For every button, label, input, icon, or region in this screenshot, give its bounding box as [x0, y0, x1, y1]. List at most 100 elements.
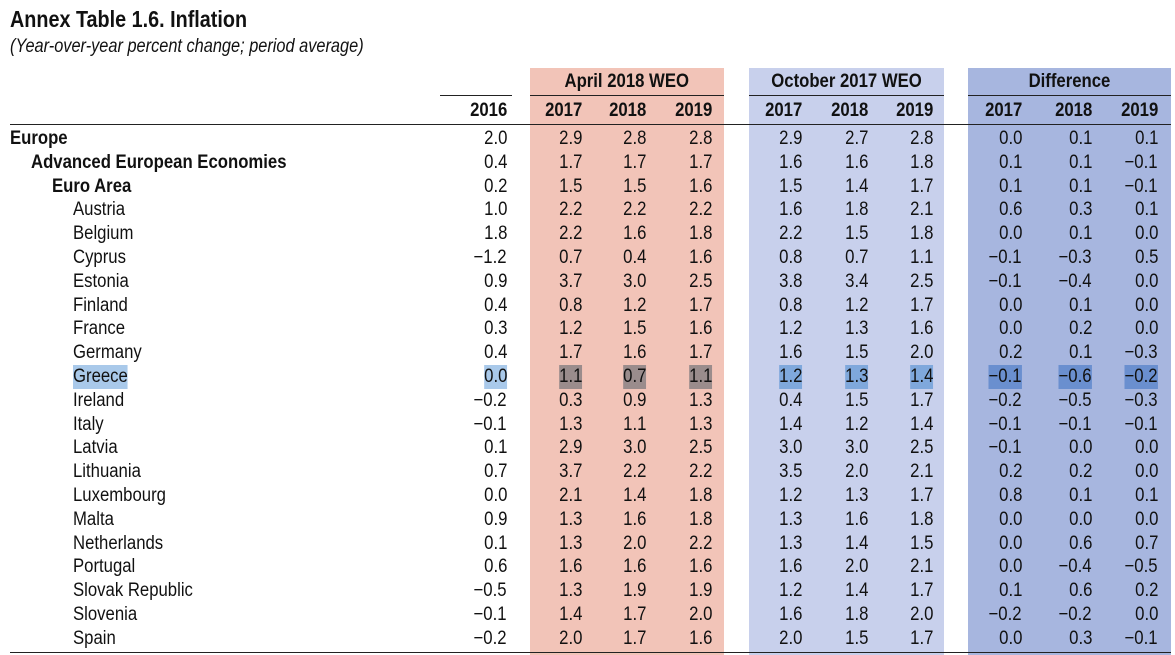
table-row[interactable]: Finland 0.4 0.8 1.2 1.7 0.8 1.2 1.7 0.0 0.1 0.0 — [0, 294, 1175, 318]
table-cell: 2.1 — [909, 556, 933, 578]
table-cell: 1.6 — [778, 151, 802, 173]
table-cell: 1.7 — [558, 342, 582, 364]
table-cell: 0.1 — [1068, 151, 1092, 173]
table-row[interactable]: France 0.3 1.2 1.5 1.6 1.2 1.3 1.6 0.0 0.2 0.0 — [0, 317, 1175, 341]
table-cell: 1.2 — [844, 294, 868, 316]
table-cell: 0.7 — [558, 247, 582, 268]
table-cell: 2.0 — [909, 604, 933, 625]
table-cell: −0.2 — [1124, 365, 1158, 389]
table-row[interactable]: Estonia 0.9 3.7 3.0 2.5 3.8 3.4 2.5 −0.1 −0.4 0.0 — [0, 270, 1175, 294]
table-row[interactable]: Cyprus −1.2 0.7 0.4 1.6 0.8 0.7 1.1 −0.1 −0.3 0.5 — [0, 246, 1175, 270]
table-row[interactable]: Advanced European Economies 0.4 1.7 1.7 1.7 1… — [0, 151, 1175, 175]
table-row[interactable]: Portugal 0.6 1.6 1.6 1.6 1.6 2.0 2.1 0.0 −0.4 −0.5 — [0, 555, 1175, 579]
table-row[interactable]: Germany 0.4 1.7 1.6 1.7 1.6 1.5 2.0 0.2 0.1 −0.3 — [0, 341, 1175, 365]
table-cell: 1.2 — [778, 485, 802, 506]
row-label: Italy — [73, 413, 104, 435]
table-cell: 0.0 — [998, 508, 1022, 530]
table-cell: −0.1 — [1124, 627, 1158, 649]
table-cell: 0.4 — [483, 294, 507, 316]
table-cell: 1.6 — [909, 318, 933, 340]
table-cell: 1.7 — [688, 151, 712, 173]
table-cell: 0.0 — [1068, 508, 1092, 530]
table-cell: −0.1 — [988, 247, 1022, 268]
table-cell: 0.0 — [1134, 223, 1158, 245]
table-row[interactable]: Ireland −0.2 0.3 0.9 1.3 0.4 1.5 1.7 −0.2 −0.5 −0.… — [0, 389, 1175, 413]
table-row[interactable]: Italy −0.1 1.3 1.1 1.3 1.4 1.2 1.4 −0.1 −0.1 −0.1 — [0, 413, 1175, 437]
table-cell: 1.2 — [844, 413, 868, 435]
table-cell: 2.1 — [909, 199, 933, 221]
table-cell: 0.4 — [483, 342, 507, 364]
table-cell: 2.2 — [688, 532, 712, 554]
table-cell: 1.3 — [688, 413, 712, 435]
table-cell: 0.1 — [1068, 128, 1092, 149]
table-cell: 1.6 — [558, 556, 582, 578]
table-cell: 1.6 — [688, 556, 712, 578]
table-cell: 0.3 — [1068, 627, 1092, 649]
table-cell: 3.5 — [778, 461, 802, 483]
table-cell: 0.0 — [998, 556, 1022, 578]
table-row[interactable]: Latvia 0.1 2.9 3.0 2.5 3.0 3.0 2.5 −0.1 0.0 0.0 — [0, 436, 1175, 460]
year-header-diff-2018: 2018 — [1054, 100, 1092, 121]
table-row[interactable]: Europe 2.0 2.9 2.8 2.8 2.9 2.7 2.8 0.0 0.1 0.1 — [0, 127, 1175, 151]
table-cell: 0.2 — [483, 175, 507, 197]
year-header-apr-2019: 2019 — [674, 100, 712, 121]
table-cell: 3.7 — [558, 461, 582, 483]
table-cell: 1.8 — [688, 485, 712, 506]
table-cell: 2.8 — [688, 128, 712, 149]
year-header-diff-2019: 2019 — [1120, 100, 1158, 121]
table-row[interactable]: Malta 0.9 1.3 1.6 1.8 1.3 1.6 1.8 0.0 0.0 0.0 — [0, 508, 1175, 532]
year-header-2016: 2016 — [469, 100, 507, 121]
table-cell: 3.0 — [844, 437, 868, 459]
table-cell: 1.2 — [778, 365, 802, 389]
header-rule — [10, 124, 1171, 125]
table-row[interactable]: Lithuania 0.7 3.7 2.2 2.2 3.5 2.0 2.1 0.2 0.2 0.0 — [0, 460, 1175, 484]
table-cell: 0.0 — [1134, 318, 1158, 340]
table-cell: 1.1 — [622, 413, 646, 435]
table-cell: 2.0 — [558, 627, 582, 649]
table-cell: 2.1 — [909, 461, 933, 483]
table-row[interactable]: Netherlands 0.1 1.3 2.0 2.2 1.3 1.4 1.5 0.0 0.6 0.… — [0, 532, 1175, 556]
table-cell: 0.0 — [483, 485, 507, 506]
table-cell: 1.3 — [844, 365, 868, 389]
row-label: Finland — [73, 294, 128, 316]
table-row[interactable]: Euro Area 0.2 1.5 1.5 1.6 1.5 1.4 1.7 0.1 0.1 −0.1 — [0, 175, 1175, 199]
table-row[interactable]: Belgium 1.8 2.2 1.6 1.8 2.2 1.5 1.8 0.0 0.1 0.0 — [0, 222, 1175, 246]
table-cell: −0.2 — [1058, 604, 1092, 625]
table-cell: 1.7 — [622, 151, 646, 173]
table-cell: 1.7 — [909, 175, 933, 197]
table-row[interactable]: Austria 1.0 2.2 2.2 2.2 1.6 1.8 2.1 0.6 0.3 0.1 — [0, 198, 1175, 222]
table-cell: 2.2 — [778, 223, 802, 245]
row-label: Spain — [73, 627, 116, 649]
table-cell: 2.9 — [558, 437, 582, 459]
table-row[interactable]: Spain −0.2 2.0 1.7 1.6 2.0 1.5 1.7 0.0 0.3 −0.1 — [0, 627, 1175, 651]
row-label: Belgium — [73, 223, 134, 245]
table-cell: 0.8 — [778, 247, 802, 268]
table-cell: 0.0 — [1068, 437, 1092, 459]
row-label: Greece — [73, 365, 128, 389]
row-label: Luxembourg — [73, 485, 166, 506]
table-cell: 2.5 — [688, 270, 712, 292]
year-header-row: 2016 2017 2018 2019 2017 2018 2019 2017 … — [0, 99, 1175, 123]
table-cell: 1.1 — [688, 365, 712, 389]
table-cell: 2.2 — [688, 461, 712, 483]
table-cell: 1.4 — [909, 413, 933, 435]
table-cell: 2.1 — [558, 485, 582, 506]
table-row[interactable]: Slovak Republic −0.5 1.3 1.9 1.9 1.2 1.4 1.7 0.1… — [0, 579, 1175, 603]
table-cell: −0.1 — [988, 413, 1022, 435]
table-cell: −0.5 — [1058, 389, 1092, 411]
table-cell: 0.9 — [622, 389, 646, 411]
table-cell: 1.4 — [844, 532, 868, 554]
group-underline — [749, 95, 944, 96]
table-cell: 0.1 — [1068, 342, 1092, 364]
april-2018-column-band — [530, 68, 724, 655]
table-cell: 0.0 — [1134, 508, 1158, 530]
table-cell: 0.2 — [1134, 580, 1158, 602]
table-cell: 1.3 — [558, 580, 582, 602]
table-cell: 2.7 — [844, 128, 868, 149]
table-cell: −0.2 — [988, 604, 1022, 625]
table-row[interactable]: Greece 0.0 1.1 0.7 1.1 1.2 1.3 1.4 −0.1 −0.6 −0.2 — [0, 365, 1175, 389]
table-row[interactable]: Luxembourg 0.0 2.1 1.4 1.8 1.2 1.3 1.7 0.8 0.1 0.1 — [0, 484, 1175, 508]
table-row[interactable]: Slovenia −0.1 1.4 1.7 2.0 1.6 1.8 2.0 −0.2 −0.2 0.… — [0, 603, 1175, 627]
table-cell: −0.3 — [1058, 247, 1092, 268]
table-cell: 0.8 — [558, 294, 582, 316]
